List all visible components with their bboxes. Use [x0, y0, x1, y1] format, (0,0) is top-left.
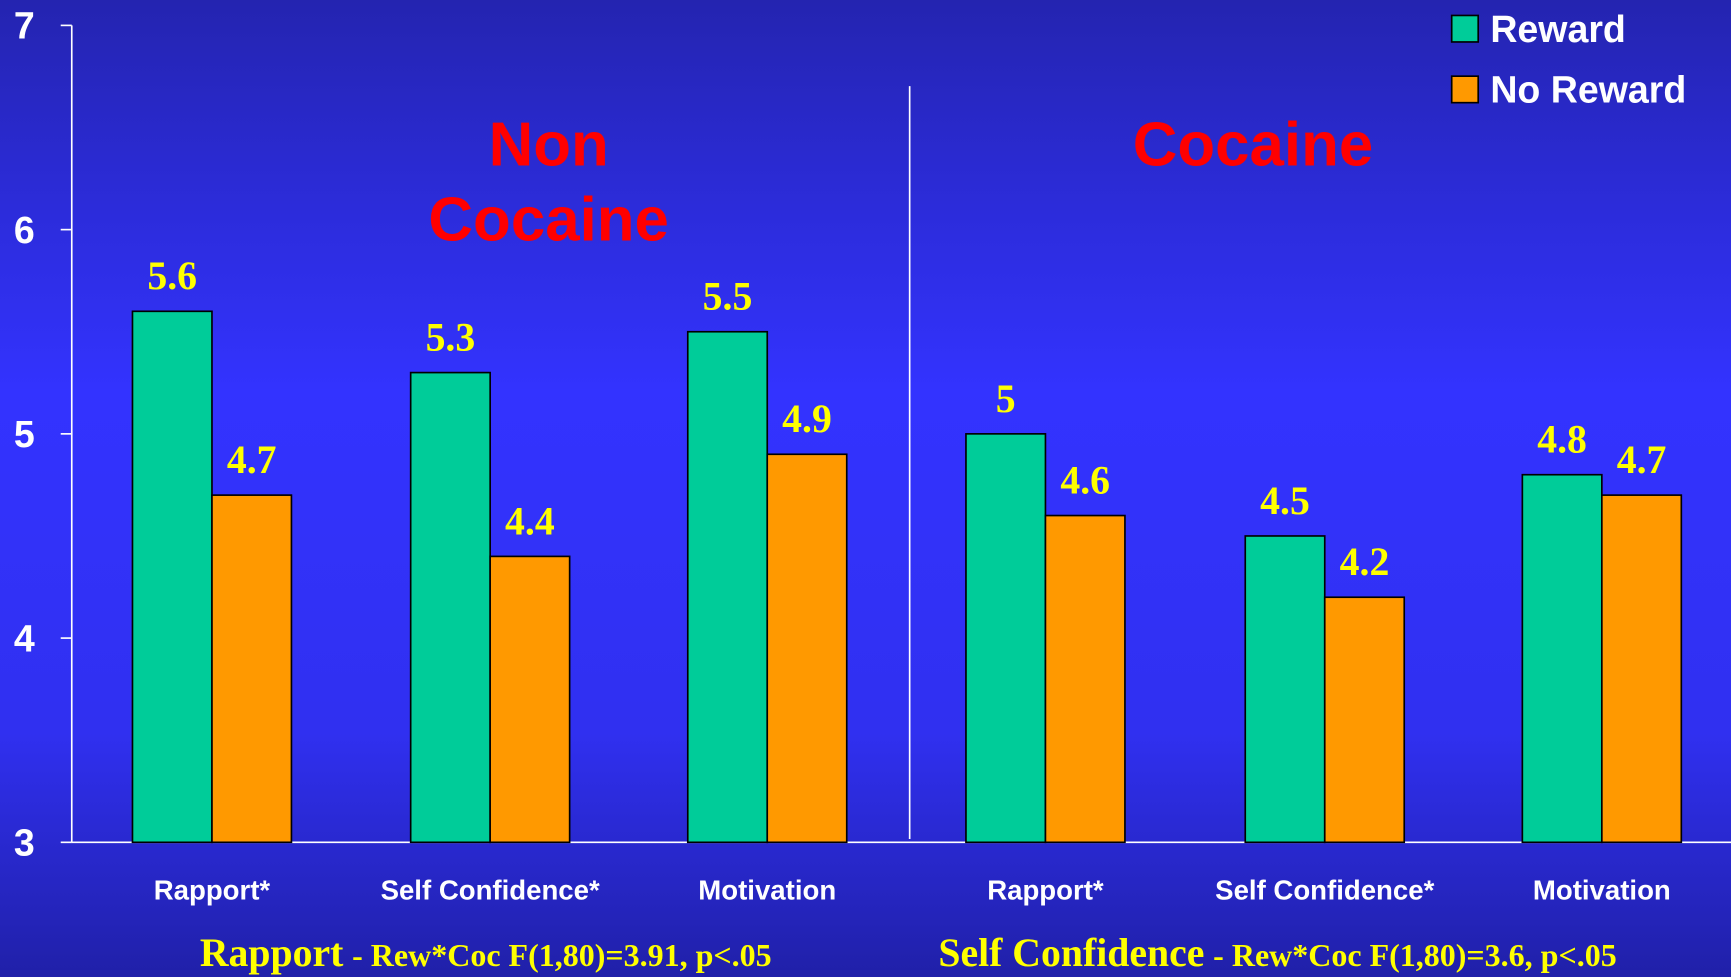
value-label: 5.6: [147, 254, 197, 298]
bar: [1601, 494, 1683, 844]
value-label: 4.6: [1060, 458, 1110, 502]
legend-swatch: [1450, 14, 1480, 43]
bar: [409, 371, 491, 844]
value-label: 4.9: [782, 397, 832, 441]
value-label: 5.3: [426, 316, 476, 360]
footnote: Self Confidence - Rew*Coc F(1,80)=3.6, p<…: [938, 931, 1616, 975]
bar: [1044, 514, 1126, 844]
x-tick-label: Self Confidence*: [381, 875, 600, 906]
legend-swatch: [1450, 75, 1480, 104]
value-label: 4.7: [1617, 438, 1667, 482]
bar: [1244, 535, 1326, 844]
y-tick-label: 4: [14, 617, 35, 659]
x-tick-label: Rapport*: [154, 875, 271, 906]
bar: [686, 330, 769, 844]
value-label: 4.2: [1340, 540, 1390, 584]
value-label: 4.7: [227, 438, 277, 482]
footnote-text: - Rew*Coc F(1,80)=3.91, p<.05: [352, 937, 772, 973]
x-tick-label: Motivation: [1533, 875, 1671, 906]
group-label: Non: [489, 111, 609, 180]
bar: [211, 494, 293, 844]
footnote-text: - Rew*Coc F(1,80)=3.6, p<.05: [1213, 937, 1617, 973]
footnote-label: Self Confidence: [938, 931, 1204, 975]
footnote-label: Rapport: [200, 931, 344, 975]
value-label: 4.8: [1537, 418, 1587, 462]
group-label: Cocaine: [428, 186, 668, 255]
bar: [1323, 596, 1406, 844]
value-label: 4.5: [1260, 479, 1310, 523]
y-tick-label: 7: [14, 5, 35, 47]
y-tick-label: 5: [14, 413, 35, 455]
x-tick-label: Motivation: [698, 875, 836, 906]
footnote: Rapport - Rew*Coc F(1,80)=3.91, p<.05: [200, 931, 772, 975]
value-label: 5: [996, 377, 1016, 421]
group-label: Cocaine: [1133, 111, 1373, 180]
value-label: 4.4: [505, 499, 555, 543]
bar: [1521, 473, 1603, 844]
value-label: 5.5: [703, 275, 753, 319]
x-tick-label: Rapport*: [987, 875, 1104, 906]
legend-label: Reward: [1490, 8, 1626, 50]
bar: [131, 310, 213, 844]
y-tick-label: 3: [14, 822, 35, 864]
y-tick-label: 6: [14, 209, 35, 251]
bar: [965, 433, 1047, 844]
bar: [489, 555, 571, 844]
legend-label: No Reward: [1490, 69, 1686, 111]
x-tick-label: Self Confidence*: [1215, 875, 1434, 906]
bar: [766, 453, 848, 844]
